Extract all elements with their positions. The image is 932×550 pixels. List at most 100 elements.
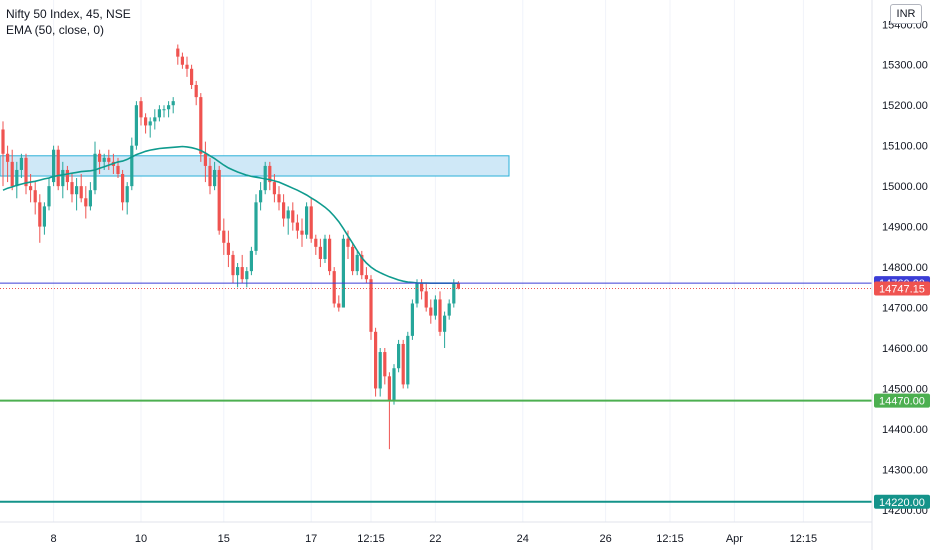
candle: [47, 178, 51, 211]
candle-body: [456, 283, 460, 289]
candle: [282, 194, 286, 227]
candle-body: [268, 165, 272, 183]
candle-body: [332, 271, 336, 304]
candle-body: [263, 165, 267, 191]
candle: [277, 186, 281, 211]
candle: [374, 327, 378, 397]
candle-body: [254, 202, 258, 251]
candle-body: [144, 117, 148, 126]
candle: [424, 283, 428, 312]
candle: [56, 145, 60, 191]
candle: [134, 101, 138, 150]
candle: [162, 105, 166, 118]
candle-body: [236, 267, 240, 276]
candle-body: [429, 307, 433, 316]
x-tick-label: 15: [218, 533, 230, 545]
candle: [29, 174, 33, 203]
candle: [231, 250, 235, 284]
candle-body: [401, 343, 405, 385]
price-label-bg: [874, 494, 930, 509]
candle: [410, 299, 414, 340]
candle: [130, 137, 134, 191]
candle-body: [56, 149, 60, 187]
x-tick-label: 24: [517, 533, 529, 545]
y-tick-label: 14900.00: [882, 222, 928, 234]
currency-badge[interactable]: INR: [890, 4, 922, 24]
candle: [6, 145, 10, 183]
candle: [351, 242, 355, 276]
x-tick-label: 8: [51, 533, 57, 545]
candle-body: [19, 157, 23, 170]
candle-body: [185, 64, 189, 69]
candle-body: [314, 238, 318, 247]
candle-body: [125, 186, 129, 203]
ema-line: [2, 145, 459, 285]
candle-body: [277, 194, 281, 203]
candle-body: [447, 303, 451, 316]
candle-body: [10, 161, 14, 187]
candle-body: [148, 121, 152, 126]
candle-body: [387, 376, 391, 401]
candle-body: [203, 153, 207, 166]
candle-body: [190, 68, 194, 85]
candle: [157, 105, 161, 122]
candle-body: [107, 157, 111, 162]
candle: [1, 121, 5, 187]
price-label-bg: [874, 281, 930, 296]
candle: [84, 186, 88, 219]
candle: [70, 174, 74, 203]
candle-body: [259, 190, 263, 203]
candle-body: [245, 271, 249, 280]
candle-body: [392, 368, 396, 401]
candle: [268, 161, 272, 191]
candle: [185, 56, 189, 77]
price-label: 14220.00: [879, 497, 925, 509]
x-tick-label: 26: [599, 533, 611, 545]
candle: [259, 182, 263, 211]
price-label: 14470.00: [879, 396, 925, 408]
candle: [397, 339, 401, 373]
candle-body: [75, 186, 79, 195]
candle-body: [406, 335, 410, 385]
candle: [392, 364, 396, 405]
candle-body: [249, 250, 253, 272]
candle: [15, 161, 19, 199]
candle: [406, 331, 410, 389]
candle: [52, 145, 56, 187]
candle: [65, 165, 69, 191]
candle-body: [300, 230, 304, 235]
candle: [75, 178, 79, 211]
candle-body: [38, 202, 42, 227]
candle: [33, 182, 37, 215]
candle: [208, 157, 212, 195]
candle: [438, 291, 442, 336]
candle-body: [452, 283, 456, 304]
candle: [249, 246, 253, 276]
candle: [314, 234, 318, 255]
candle-body: [364, 275, 368, 280]
candle: [337, 295, 341, 312]
candle-body: [337, 303, 341, 308]
x-tick-label: 12:15: [790, 533, 818, 545]
candle-body: [323, 238, 327, 259]
candle: [153, 109, 157, 130]
candle-body: [213, 169, 217, 187]
candle-body: [29, 186, 33, 191]
candle: [148, 117, 152, 138]
candle-body: [1, 129, 5, 154]
candle: [272, 174, 276, 203]
candle: [107, 149, 111, 170]
candle-body: [61, 169, 65, 187]
candle: [328, 234, 332, 276]
candle-body: [433, 299, 437, 316]
candle-body: [70, 182, 74, 195]
price-label-bg: [874, 393, 930, 408]
candle-body: [52, 149, 56, 183]
candle-body: [226, 242, 230, 255]
candle-body: [162, 109, 166, 111]
candle: [139, 97, 143, 126]
symbol-title: Nifty 50 Index, 45, NSE: [6, 7, 131, 21]
candle-body: [134, 105, 138, 146]
candle: [429, 299, 433, 324]
